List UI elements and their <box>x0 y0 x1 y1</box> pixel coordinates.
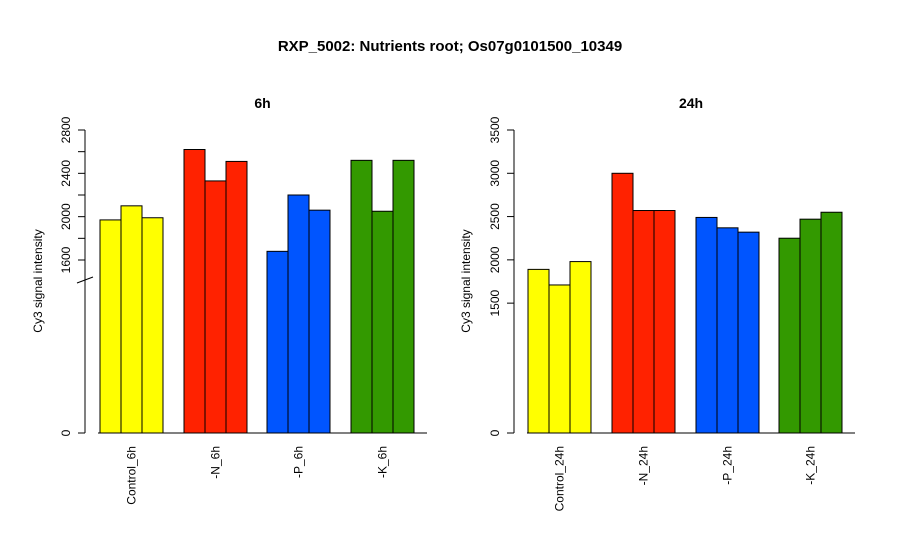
panel-2-y-axis-label: Cy3 signal intensity <box>459 229 473 332</box>
panel-1-bar <box>120 205 143 434</box>
panel-1-x-tick-label: -K_6h <box>376 446 390 478</box>
panel-1-y-tick-label: 0 <box>59 429 73 436</box>
panel-2-x-tick-label: -K_24h <box>804 446 818 485</box>
panel-2-bar <box>548 284 571 434</box>
panel-2-bar <box>611 172 634 434</box>
panel-1-x-tick-label: -P_6h <box>292 446 306 478</box>
panel-2-bar <box>737 231 760 434</box>
panel-1-y-tick-label: 2400 <box>59 160 73 187</box>
panel-2-bar <box>820 211 843 434</box>
panel-2-bar <box>527 268 550 434</box>
panel-1-bar <box>350 159 373 434</box>
panel-2-x-tick-label: -N_24h <box>637 446 651 485</box>
chart-main-title: RXP_5002: Nutrients root; Os07g0101500_1… <box>277 38 623 55</box>
panel-1-bar <box>266 250 289 434</box>
panel-1-bar <box>141 217 164 434</box>
panel-1-bar <box>308 209 331 434</box>
panel-1-bar <box>392 159 415 434</box>
panel-1-bar <box>225 160 248 434</box>
panel-1-y-axis-label: Cy3 signal intensity <box>31 229 45 332</box>
panel-1-title: 6h <box>254 95 270 111</box>
panel-2-bar <box>799 218 822 434</box>
panel-2-y-tick-label: 1500 <box>488 289 502 316</box>
panel-1-bar <box>99 219 122 434</box>
panel-2-bar <box>778 237 801 434</box>
panel-2-title: 24h <box>679 95 703 111</box>
panel-2-bar <box>569 261 592 434</box>
panel-1-axis-break-mark <box>76 276 94 284</box>
panel-1-x-tick-label: Control_6h <box>125 446 139 505</box>
panel-1-x-tick-label: -N_6h <box>209 446 223 479</box>
panel-2-x-tick-label: -P_24h <box>721 446 735 485</box>
panel-1-y-tick-label: 2000 <box>59 203 73 230</box>
panel-2-y-tick-label: 3000 <box>488 160 502 187</box>
panel-2-bar <box>632 210 655 434</box>
panel-1-bar <box>287 194 310 434</box>
panel-2-x-tick-label: Control_24h <box>553 446 567 511</box>
panel-2-y-tick-label: 3500 <box>488 116 502 143</box>
panel-2-y-tick-label: 0 <box>488 429 502 436</box>
panel-1-bar <box>371 210 394 434</box>
panel-2-bar <box>716 227 739 434</box>
panel-2-bar <box>695 216 718 434</box>
panel-2-bar <box>653 210 676 434</box>
panel-1-bar <box>204 180 227 434</box>
panel-1-y-tick-label: 1600 <box>59 246 73 273</box>
panel-2-y-tick-label: 2000 <box>488 246 502 273</box>
panel-2-y-tick-label: 2500 <box>488 203 502 230</box>
panel-1-bar <box>183 149 206 434</box>
panel-1-y-tick-label: 2800 <box>59 116 73 143</box>
